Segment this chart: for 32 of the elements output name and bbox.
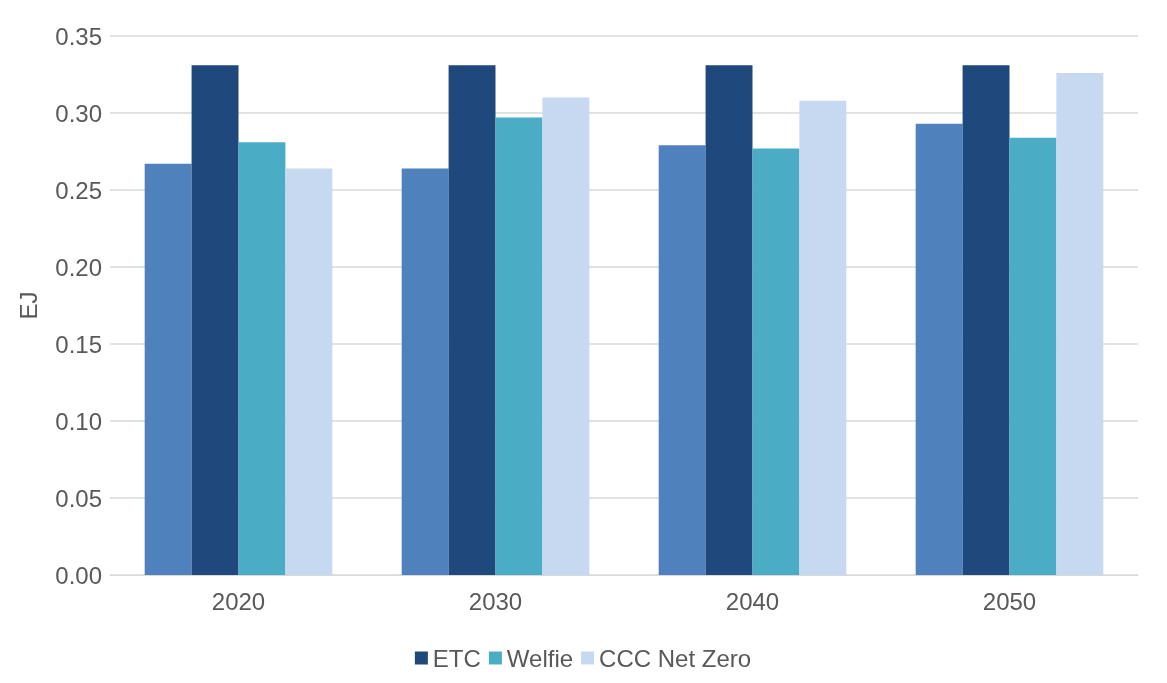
- y-tick-label: 0.35: [55, 22, 102, 50]
- bar: [144, 163, 192, 575]
- bar: [401, 168, 449, 575]
- bar: [542, 97, 590, 575]
- y-tick-label: 0.10: [55, 407, 102, 435]
- bar: [915, 123, 963, 575]
- bar: [752, 148, 800, 575]
- legend-label: Welfie: [506, 644, 574, 672]
- bar: [1009, 137, 1057, 575]
- x-tick-label: 2040: [725, 587, 780, 615]
- bar: [238, 142, 286, 575]
- x-tick-label: 2050: [982, 587, 1037, 615]
- x-tick-label: 2030: [468, 587, 523, 615]
- bar: [285, 168, 333, 575]
- legend-label: CCC Net Zero: [599, 644, 752, 672]
- legend-label: ETC: [432, 644, 481, 672]
- y-tick-label: 0.20: [55, 253, 102, 281]
- bar: [962, 65, 1010, 575]
- x-tick-label: 2020: [211, 587, 266, 615]
- bar: [658, 145, 706, 575]
- bar: [705, 65, 753, 575]
- y-tick-label: 0.15: [55, 330, 102, 358]
- y-axis-title: EJ: [14, 291, 42, 320]
- bar: [191, 65, 239, 575]
- y-tick-label: 0.00: [55, 561, 102, 589]
- bar: [1056, 72, 1104, 575]
- bar: [495, 117, 543, 575]
- y-tick-label: 0.25: [55, 176, 102, 204]
- bar: [799, 100, 847, 575]
- y-tick-label: 0.05: [55, 484, 102, 512]
- bar: [448, 65, 496, 575]
- y-tick-label: 0.30: [55, 99, 102, 127]
